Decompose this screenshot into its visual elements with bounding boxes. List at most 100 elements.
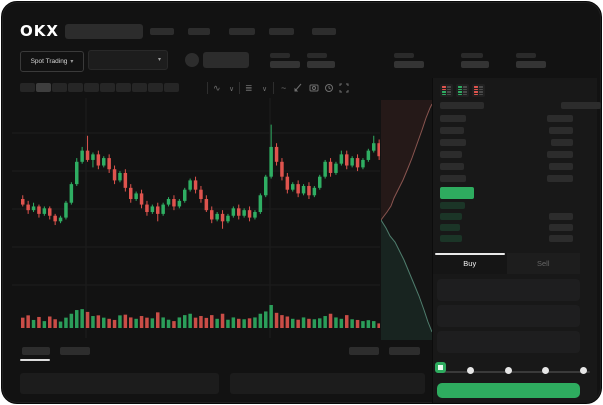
trade-input-field[interactable] (437, 305, 580, 327)
ask-price (440, 115, 466, 122)
book-row-glyph (474, 91, 483, 93)
nav-item[interactable] (269, 28, 294, 35)
tab-buy[interactable]: Buy (433, 253, 507, 274)
book-row-glyph (458, 91, 467, 93)
book-line (463, 88, 467, 90)
slider-stop[interactable] (467, 367, 474, 374)
search-input[interactable] (65, 24, 143, 39)
book-line (479, 86, 483, 88)
trade-input-field[interactable] (437, 279, 580, 301)
toolbar-separator (239, 82, 240, 94)
trade-input-field[interactable] (437, 331, 580, 353)
nav-item[interactable] (188, 28, 210, 35)
bottom-panel-control[interactable] (349, 347, 379, 355)
last-price-badge[interactable] (440, 187, 474, 199)
amount-slider-handle[interactable] (435, 362, 446, 373)
book-cell (474, 88, 478, 90)
stat-label (394, 53, 414, 58)
book-row-glyph (442, 88, 451, 90)
asks-book-view[interactable] (472, 84, 485, 97)
buy-submit-button[interactable] (437, 383, 580, 398)
stat-value (461, 61, 489, 68)
timeframe-button[interactable] (132, 83, 147, 92)
orderbook-trade-panel: Buy Sell (432, 78, 601, 403)
book-line (463, 93, 467, 95)
chevron-down-icon[interactable]: ∨ (229, 86, 235, 93)
book-row-glyph (458, 86, 467, 88)
bid-amount (549, 213, 573, 220)
ask-price (440, 127, 464, 134)
book-cell (474, 86, 478, 88)
tab-sell[interactable]: Sell (506, 253, 580, 274)
fullscreen-icon[interactable] (339, 82, 349, 93)
bottom-panel-control[interactable] (389, 347, 420, 355)
stat-value (270, 61, 300, 68)
book-row-glyph (442, 86, 451, 88)
nav-item[interactable] (150, 28, 174, 35)
indicators-icon[interactable]: ≣ (245, 83, 253, 93)
book-row-glyph (442, 93, 451, 95)
slider-stop[interactable] (579, 367, 587, 374)
combined-book-view[interactable] (440, 84, 453, 97)
candlestick-chart[interactable] (12, 98, 380, 344)
depth-chart (381, 100, 432, 340)
timeframe-button[interactable] (36, 83, 51, 92)
timeframe-button[interactable] (52, 83, 67, 92)
stat-label (461, 53, 483, 58)
slider-stop[interactable] (504, 367, 512, 374)
book-line (479, 93, 483, 95)
timeframe-button[interactable] (84, 83, 99, 92)
bid-price (440, 202, 465, 209)
camera-icon[interactable] (309, 82, 319, 93)
timeframe-button[interactable] (164, 83, 179, 92)
market-type-label: Spot Trading (30, 58, 68, 65)
trade-side-tabs: Buy Sell (433, 253, 580, 274)
book-cell (474, 93, 478, 95)
ask-amount (547, 151, 573, 158)
bid-price (440, 224, 460, 231)
timeframe-button[interactable] (20, 83, 35, 92)
book-cell (442, 91, 446, 93)
timeframe-button[interactable] (116, 83, 131, 92)
draw-icon[interactable] (294, 82, 303, 93)
ticker-stat (270, 53, 304, 68)
chevron-down-icon[interactable]: ∨ (262, 86, 268, 93)
timeframe-button[interactable] (68, 83, 83, 92)
stat-label (307, 53, 327, 58)
history-icon[interactable] (324, 82, 334, 93)
trendline-icon[interactable]: ~ (281, 83, 287, 93)
toolbar-separator (207, 82, 208, 94)
bottom-row (20, 373, 219, 394)
pair-select-dropdown[interactable]: ▾ (88, 50, 168, 70)
pair-label-button[interactable] (203, 52, 249, 68)
chevron-down-icon: ▾ (157, 57, 161, 63)
timeframe-button[interactable] (100, 83, 115, 92)
bids-book-view[interactable] (456, 84, 469, 97)
chevron-down-icon: ▾ (70, 58, 74, 65)
book-row-glyph (474, 86, 483, 88)
book-line (479, 88, 483, 90)
market-type-dropdown[interactable]: Spot Trading ▾ (20, 51, 84, 72)
book-cell (458, 93, 462, 95)
bottom-tab[interactable] (22, 347, 50, 355)
active-tab-underline (20, 359, 50, 361)
bid-price (440, 213, 462, 220)
timeframe-button[interactable] (148, 83, 163, 92)
slider-stop[interactable] (542, 367, 550, 374)
line-style-icon[interactable]: ∿ (213, 83, 221, 93)
nav-item[interactable] (312, 28, 336, 35)
ask-price (440, 151, 462, 158)
okx-logo: OKX (20, 22, 59, 40)
book-cell (442, 86, 446, 88)
nav-item[interactable] (229, 28, 255, 35)
ask-price (440, 139, 466, 146)
bid-amount (549, 224, 573, 231)
ask-amount (549, 127, 573, 134)
book-row-glyph (442, 91, 451, 93)
bottom-tab[interactable] (60, 347, 90, 355)
pair-avatar (185, 53, 199, 67)
stat-label (270, 53, 290, 58)
ask-amount (547, 175, 573, 182)
amount-slider-track[interactable] (440, 371, 590, 373)
